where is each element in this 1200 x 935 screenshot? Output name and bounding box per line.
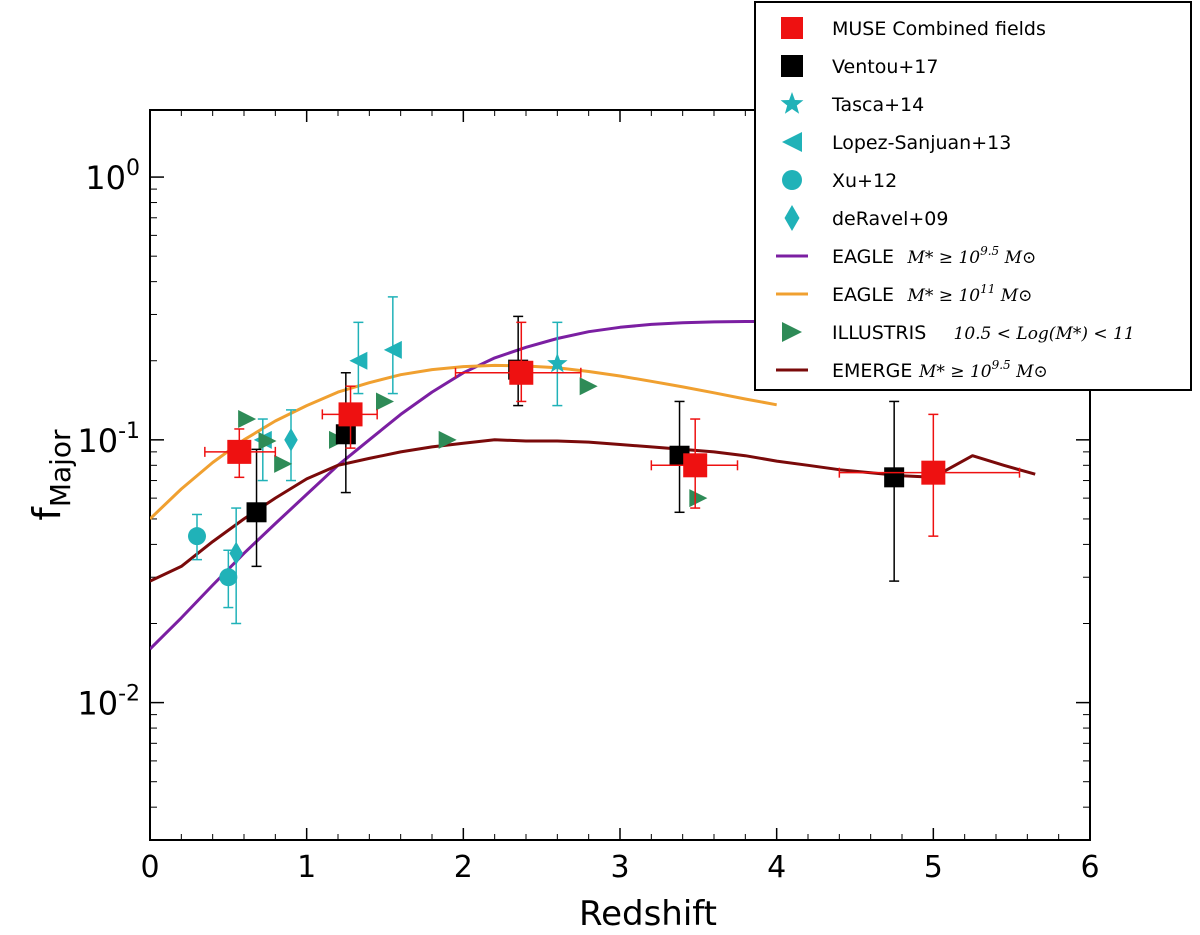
data-point bbox=[438, 430, 457, 449]
data-point bbox=[338, 402, 363, 427]
legend-label: Ventou+17 bbox=[832, 56, 938, 78]
legend-label: ILLUSTRIS bbox=[832, 322, 926, 344]
data-point bbox=[229, 541, 243, 566]
data-point bbox=[274, 454, 293, 473]
x-tick-label: 0 bbox=[140, 850, 159, 885]
legend: MUSE Combined fields Ventou+17 Tasca+14 Lop… bbox=[754, 1, 1192, 391]
data-point bbox=[349, 351, 368, 370]
data-point bbox=[509, 360, 534, 385]
x-axis-label: Redshift bbox=[579, 894, 717, 934]
y-tick-label: 10-1 bbox=[77, 419, 140, 460]
data-point bbox=[376, 392, 394, 411]
model-curve bbox=[150, 320, 777, 651]
data-point bbox=[188, 527, 206, 546]
y-tick-label: 10-2 bbox=[77, 682, 140, 723]
x-tick-label: 4 bbox=[767, 850, 786, 885]
legend-marker bbox=[782, 322, 802, 342]
data-point bbox=[284, 428, 298, 452]
data-point bbox=[383, 340, 402, 359]
data-point bbox=[689, 489, 708, 508]
data-point bbox=[258, 431, 277, 450]
x-tick-label: 1 bbox=[297, 850, 316, 885]
svg-text:fMajor: fMajor bbox=[25, 429, 77, 521]
model-curve bbox=[150, 363, 777, 520]
legend-math: M* ≥ 109.5 M⊙ bbox=[907, 244, 1037, 268]
data-point bbox=[547, 352, 568, 373]
data-points bbox=[188, 296, 1021, 625]
data-point bbox=[238, 410, 257, 429]
legend-label: EAGLE bbox=[832, 246, 894, 268]
x-tick-label: 5 bbox=[924, 850, 943, 885]
legend-math: M* ≥ 109.5 M⊙ bbox=[918, 358, 1048, 382]
legend-marker bbox=[782, 132, 802, 152]
legend-marker bbox=[781, 55, 803, 77]
x-tick-label: 2 bbox=[454, 850, 473, 885]
legend-marker bbox=[781, 17, 803, 39]
y-axis-label-sub: Major bbox=[44, 429, 77, 507]
data-point bbox=[579, 377, 598, 396]
legend-marker bbox=[780, 92, 804, 114]
legend-marker bbox=[784, 205, 800, 231]
legend-math: 10.5 < Log(M*) < 11 bbox=[954, 324, 1135, 344]
legend-box bbox=[754, 1, 1192, 391]
legend-label: MUSE Combined fields bbox=[832, 18, 1046, 40]
data-point bbox=[219, 568, 238, 587]
y-axis-label: fMajor bbox=[25, 429, 77, 521]
axis-ticks: 0 1 2 3 4 5 6 100 10-1 10-2 bbox=[77, 110, 1100, 885]
legend-label: EMERGE bbox=[832, 360, 912, 382]
legend-label: Lopez-Sanjuan+13 bbox=[832, 132, 1011, 154]
data-point bbox=[246, 502, 267, 523]
data-point bbox=[683, 453, 708, 478]
legend-label: Xu+12 bbox=[832, 170, 897, 192]
x-tick-label: 6 bbox=[1080, 850, 1099, 885]
data-point bbox=[227, 439, 252, 464]
data-point bbox=[921, 460, 946, 485]
data-point bbox=[335, 424, 356, 445]
data-point bbox=[884, 467, 905, 488]
legend-label: deRavel+09 bbox=[832, 208, 949, 230]
legend-label: EAGLE bbox=[832, 284, 894, 306]
legend-marker bbox=[782, 170, 802, 190]
x-tick-label: 3 bbox=[610, 850, 629, 885]
y-tick-label: 100 bbox=[85, 156, 140, 197]
legend-label: Tasca+14 bbox=[831, 94, 924, 116]
legend-math: M* ≥ 1011 M⊙ bbox=[907, 282, 1033, 306]
model-curve bbox=[150, 438, 1036, 583]
y-axis-label-main: f bbox=[25, 506, 69, 521]
